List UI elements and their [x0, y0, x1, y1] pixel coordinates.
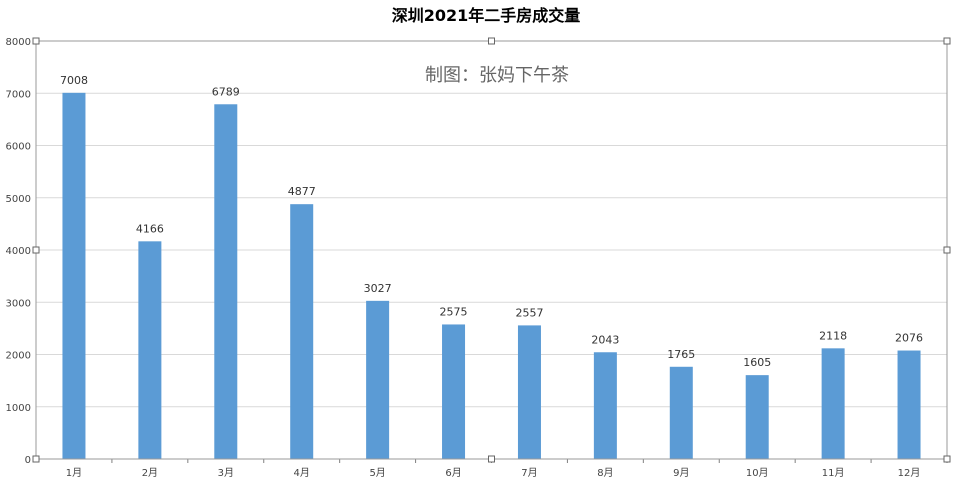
x-tick-label: 1月	[66, 467, 82, 479]
x-tick-label: 6月	[445, 467, 461, 479]
x-tick-label: 11月	[822, 467, 845, 479]
bar	[442, 324, 466, 459]
bar	[214, 104, 238, 459]
resize-handle[interactable]	[943, 455, 951, 463]
bar	[745, 375, 769, 459]
chart-title: 深圳2021年二手房成交量	[392, 6, 581, 25]
data-labels: 7008 4166 6789 4877 3027 2575 2557 2043 1765 1605…	[60, 74, 923, 369]
y-tick-label: 1000	[6, 403, 31, 414]
resize-handle[interactable]	[32, 246, 40, 254]
data-label: 4877	[288, 185, 316, 198]
watermark-text: 制图：张妈下午茶	[425, 65, 569, 86]
resize-handle[interactable]	[32, 37, 40, 45]
y-tick-label: 2000	[6, 351, 31, 362]
x-tick-label: 8月	[597, 467, 613, 479]
bar	[138, 241, 162, 459]
data-label: 2557	[515, 306, 543, 319]
y-tick-label: 5000	[6, 194, 31, 205]
x-tick-label: 4月	[294, 467, 310, 479]
bar	[62, 92, 86, 459]
data-label: 4166	[136, 222, 164, 235]
bars	[62, 92, 921, 459]
x-tick-label: 10月	[746, 467, 769, 479]
data-label: 2076	[895, 332, 923, 345]
data-label: 1765	[667, 348, 695, 361]
resize-handle[interactable]	[488, 455, 495, 463]
x-tick-label: 7月	[521, 467, 537, 479]
data-label: 2575	[440, 305, 468, 318]
x-tick-label: 3月	[218, 467, 234, 479]
data-label: 2043	[591, 333, 619, 346]
y-tick-label: 4000	[6, 246, 31, 257]
bar	[366, 300, 390, 459]
y-tick-label: 6000	[6, 142, 31, 153]
data-label: 2118	[819, 329, 847, 342]
y-tick-label: 3000	[6, 298, 31, 309]
data-label: 6789	[212, 85, 240, 98]
y-tick-label: 7000	[6, 89, 31, 100]
x-tick-label: 12月	[898, 467, 921, 479]
resize-handle[interactable]	[32, 455, 40, 463]
gridlines	[36, 40, 947, 408]
bar	[897, 350, 921, 459]
y-tick-label: 8000	[6, 37, 31, 48]
selection-frame	[32, 37, 951, 463]
bar	[517, 325, 541, 459]
resize-handle[interactable]	[943, 37, 951, 45]
resize-handle[interactable]	[488, 37, 495, 45]
data-label: 3027	[364, 282, 392, 295]
y-tick-label: 0	[25, 455, 31, 466]
data-label: 1605	[743, 356, 771, 369]
bar	[290, 204, 314, 459]
resize-handle[interactable]	[943, 246, 951, 254]
x-tick-label: 9月	[673, 467, 689, 479]
x-tick-label: 2月	[142, 467, 158, 479]
bar	[669, 366, 693, 459]
bar	[821, 348, 845, 459]
x-tick-label: 5月	[369, 467, 385, 479]
bar	[593, 352, 617, 459]
data-label: 7008	[60, 74, 88, 87]
